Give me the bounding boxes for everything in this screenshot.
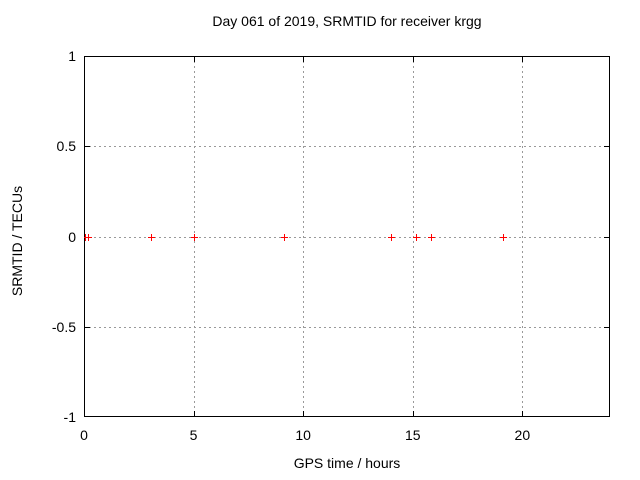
- y-tick-label: -0.5: [51, 318, 76, 335]
- y-tick-label: 0.5: [56, 138, 76, 155]
- data-point-marker: [191, 234, 198, 241]
- y-tick-label: -1: [63, 409, 76, 425]
- data-point-marker: [148, 234, 155, 241]
- y-tick-label: 1: [68, 48, 76, 64]
- y-tick-label: 0: [68, 228, 76, 245]
- data-point-marker: [413, 234, 420, 241]
- x-tick-label: 15: [404, 427, 421, 443]
- x-tick-label: 20: [514, 427, 531, 443]
- x-tick-label: 10: [295, 427, 311, 443]
- plot-area: [84, 56, 610, 417]
- chart-title: Day 061 of 2019, SRMTID for receiver krg…: [212, 13, 482, 29]
- data-point-marker: [388, 234, 395, 241]
- x-axis-label: GPS time / hours: [293, 455, 401, 471]
- data-point-marker: [500, 234, 507, 241]
- x-tick-label: 5: [189, 427, 198, 443]
- data-point-marker: [85, 234, 92, 241]
- data-point-marker: [281, 234, 288, 241]
- x-tick-label: 0: [80, 427, 88, 443]
- data-point-marker: [428, 234, 435, 241]
